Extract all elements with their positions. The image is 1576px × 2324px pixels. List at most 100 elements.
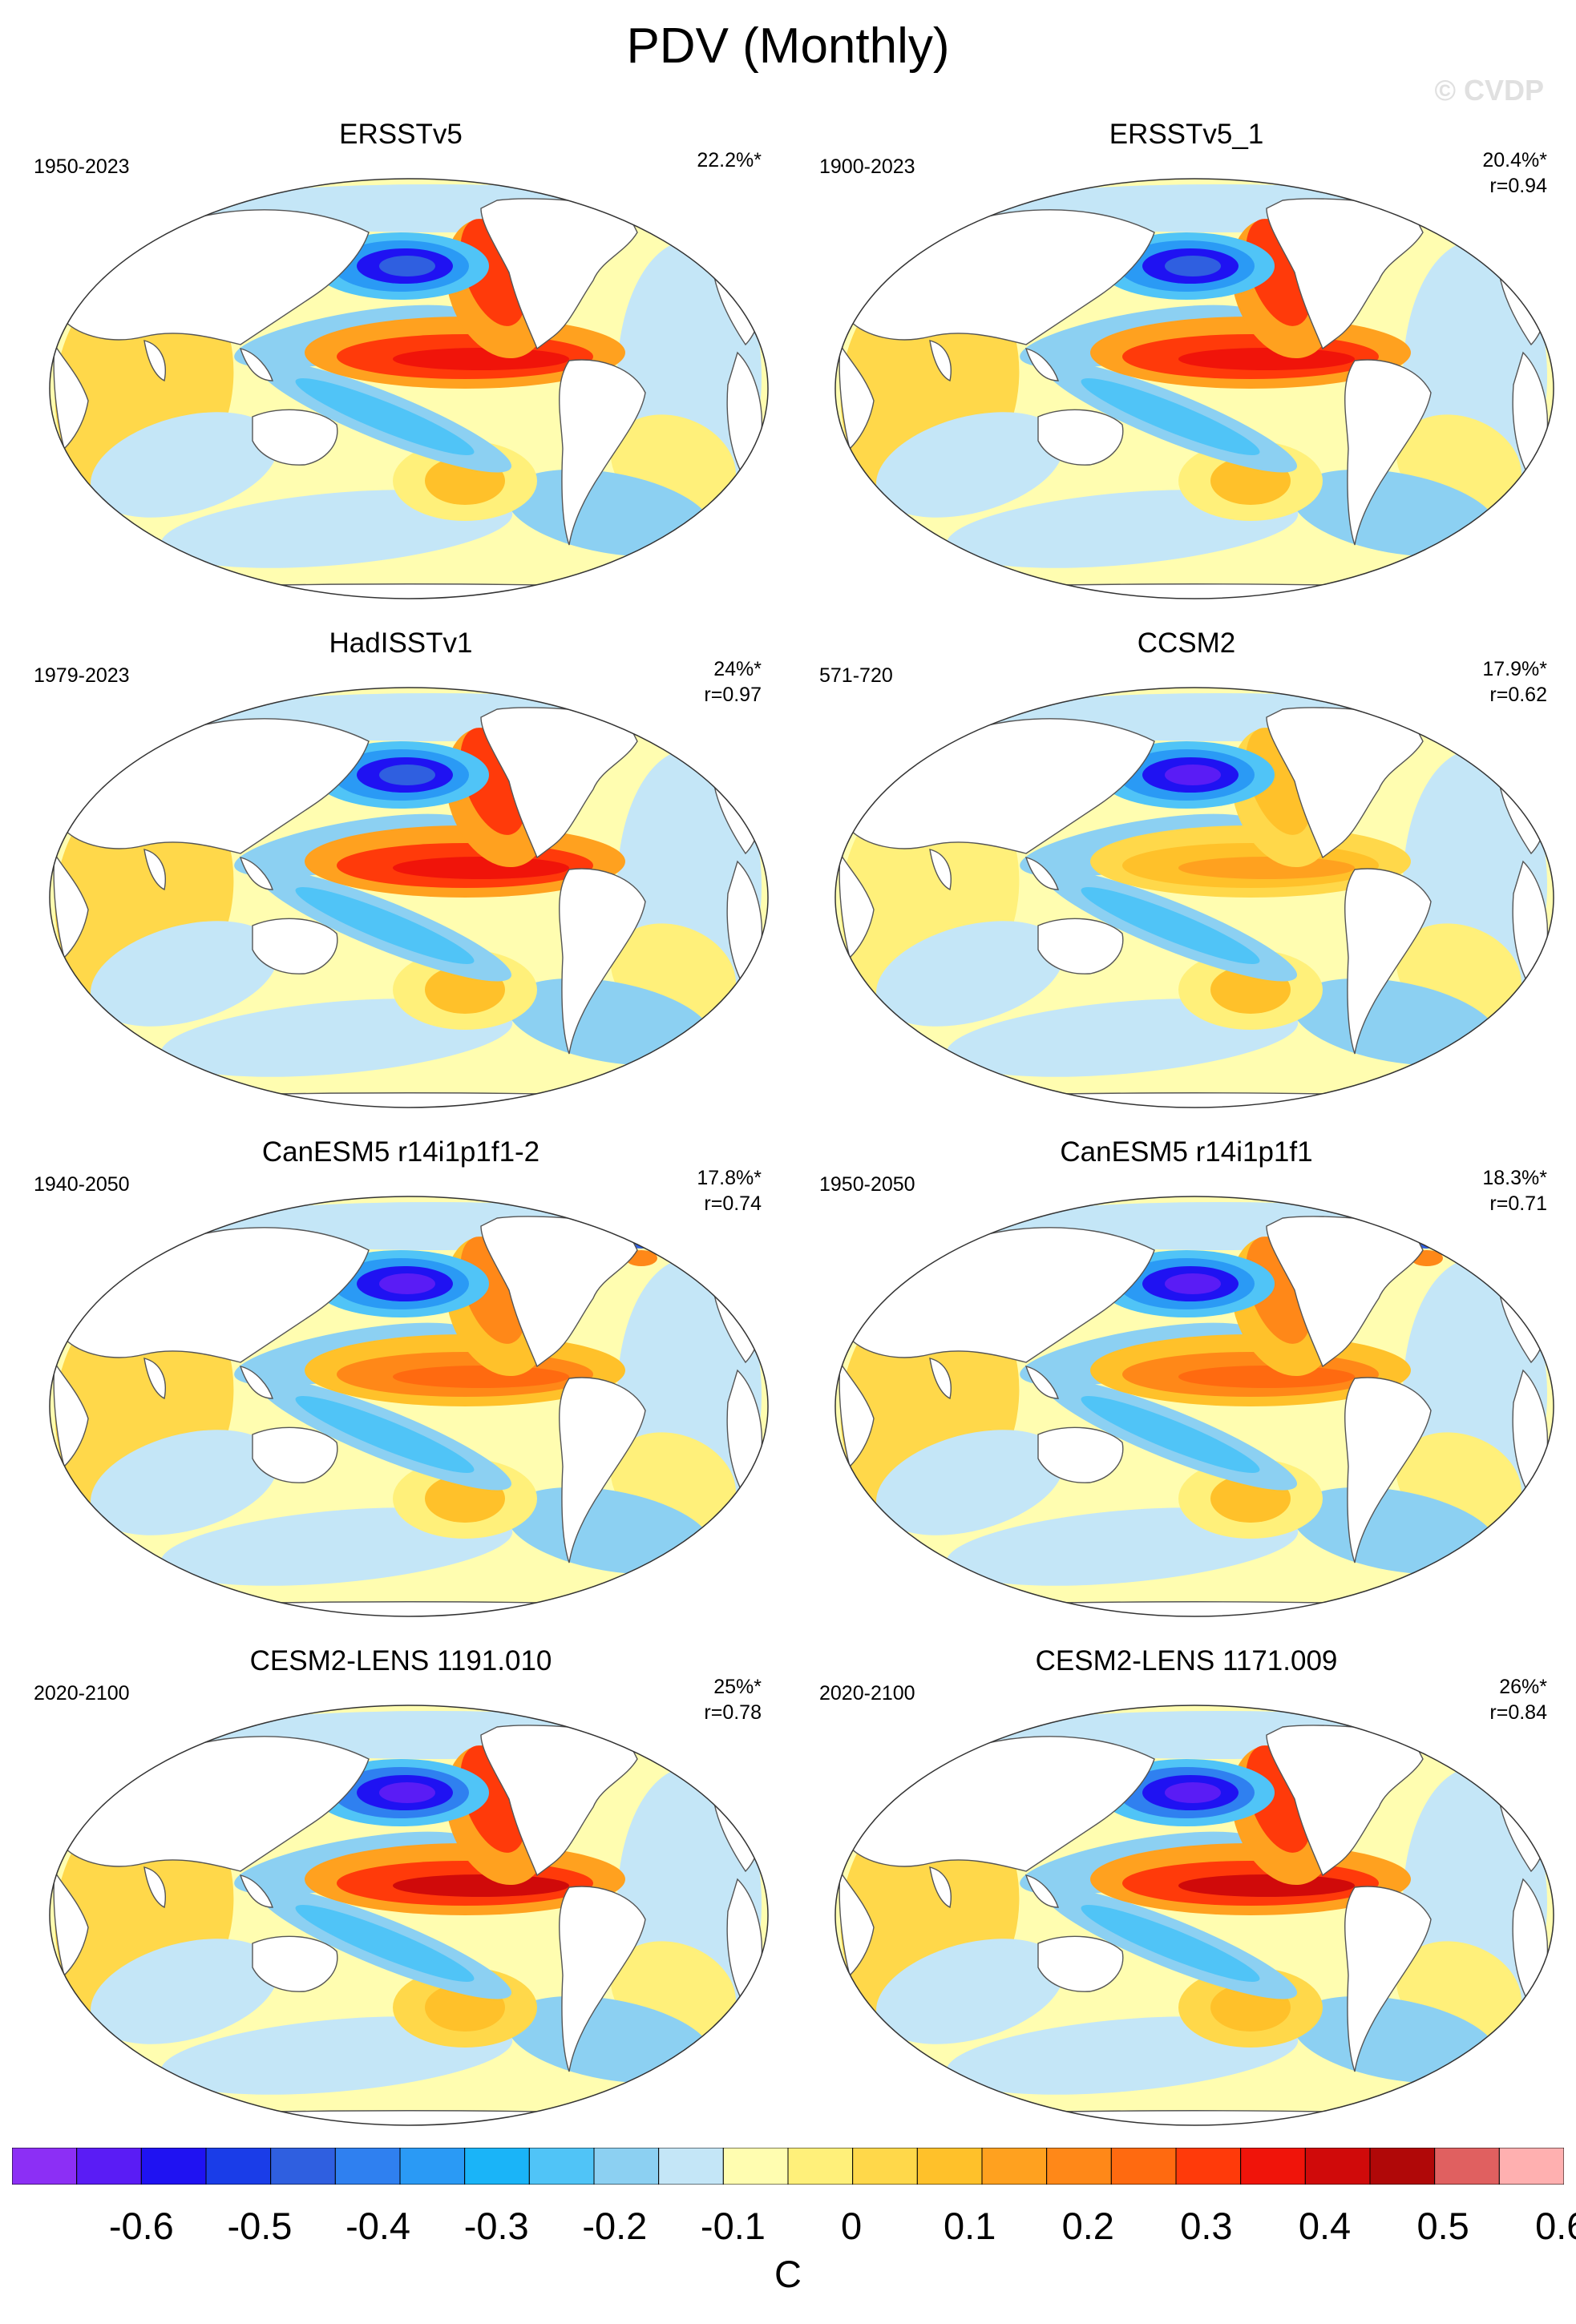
panel-stats: 17.8%* r=0.74 [697,1165,762,1216]
map-panel: HadISSTv1 1979-2023 24%* r=0.97 [16,627,786,1132]
anomaly-np-cold-core [1165,1273,1221,1294]
greenland-land [636,1717,690,1753]
anomaly-south-atlantic-cool [1291,1995,1498,2084]
map-outline [834,1196,1554,1617]
south-america-land [1344,359,1432,546]
panel-variance-pct: 17.8%* [697,1167,762,1189]
anomaly-indian-south [91,412,278,518]
anomaly-np-cold-core [379,765,435,785]
panel-title: ERSSTv5_1 [1109,119,1264,150]
panel-variance-pct: 18.3%* [1482,1167,1547,1189]
panel-pattern-corr: r=0.62 [1489,684,1547,706]
india-land [929,1866,952,1909]
robinson-map [834,1196,1554,1617]
watermark: © CVDP [1434,74,1544,107]
anomaly-south-atlantic-cool [506,1995,713,2084]
map-panel: CanESM5 r14i1p1f1 1950-2050 18.3%* r=0.71 [802,1136,1571,1641]
anomaly-south-atlantic-cool [1291,978,1498,1066]
southeast-asia-land [1024,857,1059,890]
anomaly-tropical-pacific-core [1178,348,1355,370]
panel-stats: 17.9%* r=0.62 [1482,656,1547,708]
panel-pattern-corr: r=0.97 [704,684,762,706]
robinson-map [49,687,769,1108]
africa-west-land [53,1360,89,1468]
map-panel: CESM2-LENS 1171.009 2020-2100 26%* r=0.84 [802,1645,1571,2150]
anomaly-np-cold-core [1165,1782,1221,1803]
colorbar-tick-label: -0.1 [700,2205,766,2247]
colorbar-swatch [270,2148,336,2185]
panel-title: ERSSTv5 [339,119,463,150]
colorbar-tick-label: 0.4 [1298,2205,1352,2247]
colorbar-swatch [658,2148,724,2185]
colorbar-swatch [1369,2148,1436,2185]
robinson-map [834,178,1554,599]
greenland-land [1421,699,1476,735]
southeast-asia-land [1024,1874,1059,1908]
map-outline [834,178,1554,599]
colorbar-swatch [1110,2148,1177,2185]
map-outline [834,1705,1554,2126]
colorbar-swatch [1046,2148,1112,2185]
anomaly-tropical-pacific-core [1178,1366,1355,1388]
africa-west-land [839,1360,875,1468]
anomaly-tropical-pacific-core [1178,1874,1355,1897]
map-outline [49,178,769,599]
panel-pattern-corr: r=0.74 [704,1192,762,1215]
panel-title: HadISSTv1 [329,627,473,659]
colorbar-swatch [464,2148,530,2185]
south-america-land [559,868,646,1055]
colorbar-tick-label: 0.1 [944,2205,996,2247]
india-land [143,340,166,382]
panel-period: 1979-2023 [34,664,130,687]
robinson-map [49,1705,769,2126]
anomaly-np-cold-core [1165,765,1221,785]
anomaly-tropical-pacific-core [393,1874,569,1897]
map-outline [49,687,769,1108]
panel-pattern-corr: r=0.78 [704,1701,762,1724]
panel-title: CESM2-LENS 1191.010 [249,1645,552,1676]
colorbar-tick-label: 0.6 [1535,2205,1576,2247]
panel-stats: 18.3%* r=0.71 [1482,1165,1547,1216]
robinson-map [49,178,769,599]
anomaly-tropical-pacific-core [393,1366,569,1388]
south-america-land [1344,1886,1432,2072]
australia-land [1037,918,1124,974]
panel-period: 2020-2100 [34,1682,130,1705]
anomaly-horseshoe-south-core [295,887,475,964]
panel-variance-pct: 25%* [713,1676,762,1698]
india-land [143,1866,166,1909]
panel-period: 1900-2023 [819,155,915,178]
panel-variance-pct: 22.2%* [697,149,762,171]
panel-title: CCSM2 [1137,627,1236,659]
colorbar-tick-label: 0.3 [1180,2205,1233,2247]
india-land [929,1358,952,1400]
greenland-land [636,699,690,735]
india-land [929,849,952,891]
colorbar-swatch [916,2148,983,2185]
greenland-land [1421,1717,1476,1753]
anomaly-horseshoe-south-core [1081,887,1260,964]
south-america-land [559,1377,646,1563]
anomaly-south-atlantic-cool [506,469,713,557]
panel-period: 2020-2100 [819,1682,915,1705]
anomaly-np-cold-core [1165,256,1221,276]
greenland-land [636,1208,690,1244]
greenland-land [1421,1208,1476,1244]
greenland-land [636,190,690,226]
anomaly-indian-south [91,921,278,1027]
south-america-land [559,359,646,546]
southeast-asia-land [1024,1366,1059,1399]
colorbar-swatch [140,2148,207,2185]
anomaly-south-atlantic-cool [506,1487,713,1575]
robinson-map [834,687,1554,1108]
panel-pattern-corr: r=0.71 [1489,1192,1547,1215]
anomaly-indian-south [876,1939,1064,2044]
anomaly-horseshoe-south-core [1081,378,1260,455]
colorbar-tick-label: 0 [840,2205,863,2247]
map-outline [49,1705,769,2126]
colorbar-tick-label: 0.5 [1416,2205,1469,2247]
africa-west-land [839,851,875,959]
colorbar-swatch [787,2148,854,2185]
colorbar [12,2148,1564,2185]
anomaly-np-cold-core [379,1273,435,1294]
